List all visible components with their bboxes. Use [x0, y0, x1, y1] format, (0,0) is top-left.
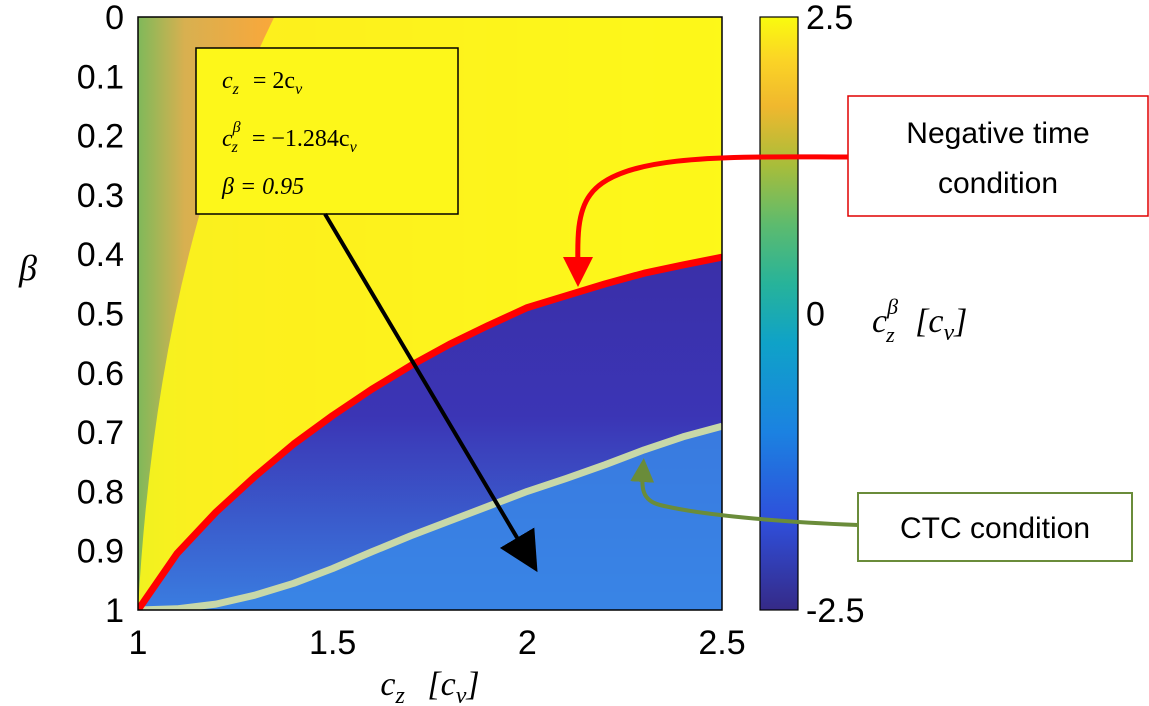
- annotation-line: cβ z = −1.284cv: [222, 119, 358, 156]
- negative-time-label: condition: [938, 167, 1058, 200]
- plot-frame: [137, 16, 723, 611]
- negative-time-label: Negative time: [906, 117, 1089, 150]
- ctc-label: CTC condition: [900, 512, 1090, 545]
- ctc-curve: [138, 422, 722, 610]
- y-tick-label: 0.3: [77, 177, 124, 215]
- ctc-callout: [857, 492, 1133, 562]
- colorbar-label: cβ z [cv]: [872, 294, 967, 347]
- x-tick-label: 2: [518, 624, 537, 662]
- y-tick-label: 0.9: [77, 533, 124, 571]
- negative-time-callout: [847, 95, 1149, 217]
- y-tick-label: 0.5: [77, 296, 124, 334]
- y-axis-label: β: [18, 248, 37, 288]
- negative-time-curve: [138, 253, 722, 610]
- y-tick-label: 0.4: [77, 236, 124, 274]
- y-tick-label: 0.6: [77, 355, 124, 393]
- annotation-line: cz = 2cv: [222, 68, 303, 98]
- y-tick-label: 0.2: [77, 118, 124, 156]
- y-tick-label: 0.8: [77, 473, 124, 511]
- y-tick-label: 0.1: [77, 58, 124, 96]
- ctc-region: [138, 426, 722, 610]
- ctc-pointer: [630, 458, 859, 527]
- x-tick-label: 1: [129, 624, 148, 662]
- y-tick-label: 1: [105, 592, 124, 630]
- annotation-line: β = 0.95: [221, 174, 304, 200]
- colorbar-tick-label: 0: [806, 296, 825, 334]
- x-axis-label: cz [cv]: [380, 666, 479, 706]
- colorbar-tick-label: -2.5: [806, 592, 865, 630]
- annotation-arrow: [323, 212, 538, 573]
- colorbar-tick-label: 2.5: [806, 0, 853, 37]
- x-tick-label: 1.5: [309, 624, 356, 662]
- colorbar: [759, 16, 799, 611]
- y-tick-label: 0.7: [77, 414, 124, 452]
- x-tick-label: 2.5: [698, 624, 745, 662]
- negative-time-pointer: [562, 154, 849, 287]
- y-tick-label: 0: [105, 0, 124, 37]
